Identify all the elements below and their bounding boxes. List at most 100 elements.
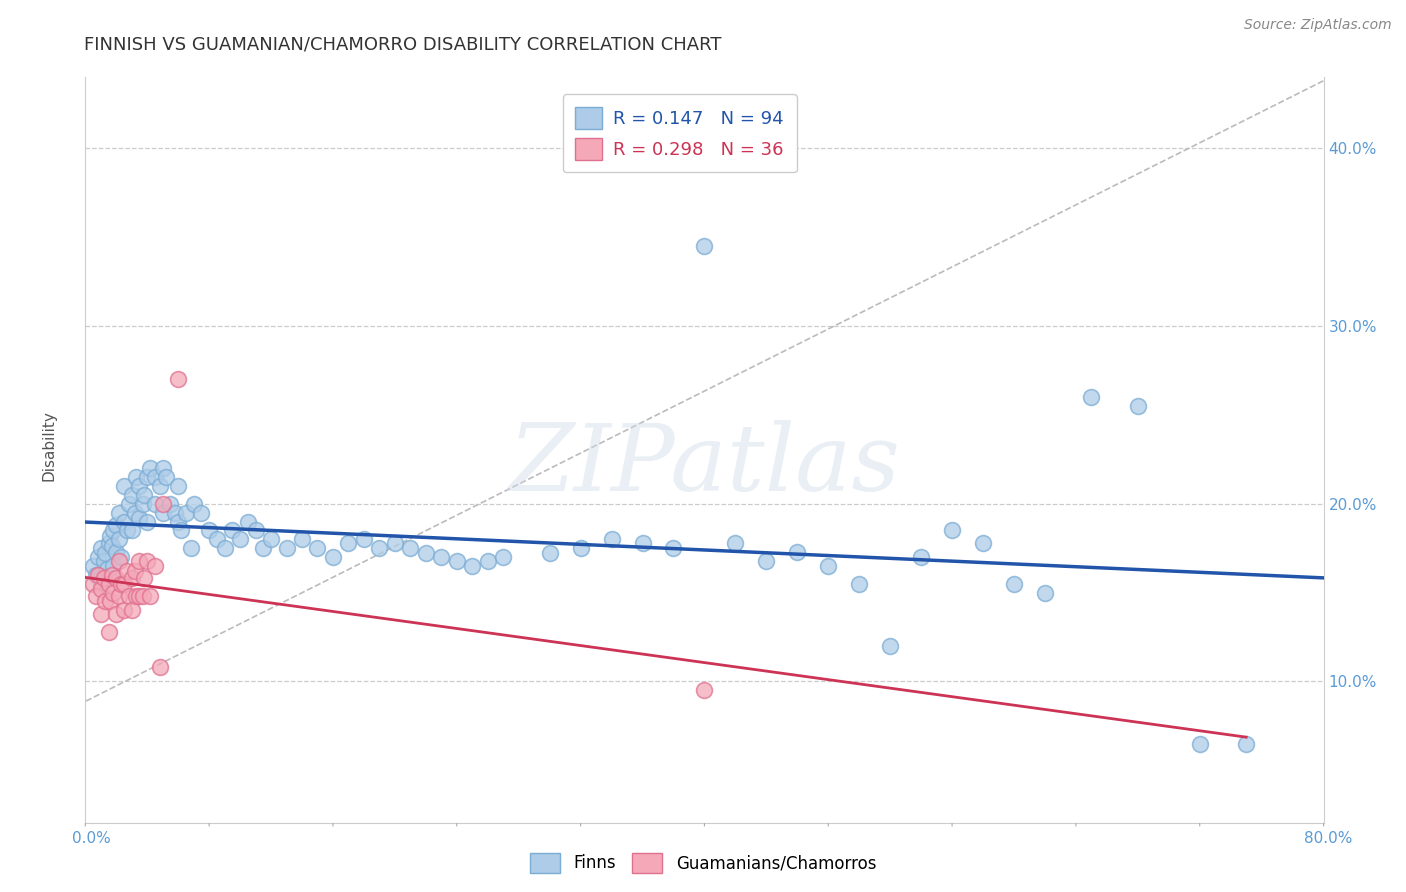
Point	[101, 585, 124, 599]
Point	[180, 541, 202, 556]
Point	[167, 515, 190, 529]
Point	[90, 576, 112, 591]
Point	[1033, 585, 1056, 599]
Text: ZIPatlas: ZIPatlas	[509, 420, 900, 510]
Point	[108, 553, 131, 567]
Legend: Finns, Guamanians/Chamorros: Finns, Guamanians/Chamorros	[523, 847, 883, 880]
Point	[941, 524, 963, 538]
Point	[1126, 399, 1149, 413]
Point	[190, 506, 212, 520]
Point	[143, 470, 166, 484]
Point	[159, 497, 181, 511]
Point	[90, 541, 112, 556]
Point	[229, 533, 252, 547]
Point	[1234, 737, 1257, 751]
Point	[152, 497, 174, 511]
Point	[82, 558, 104, 573]
Point	[124, 564, 146, 578]
Point	[368, 541, 391, 556]
Point	[415, 546, 437, 560]
Point	[112, 576, 135, 591]
Point	[205, 533, 228, 547]
Point	[322, 549, 344, 564]
Point	[152, 461, 174, 475]
Point	[136, 515, 159, 529]
Point	[121, 488, 143, 502]
Point	[879, 639, 901, 653]
Legend: R = 0.147   N = 94, R = 0.298   N = 36: R = 0.147 N = 94, R = 0.298 N = 36	[562, 94, 797, 172]
Point	[337, 536, 360, 550]
Point	[117, 589, 139, 603]
Point	[101, 524, 124, 538]
Point	[276, 541, 298, 556]
Point	[117, 497, 139, 511]
Point	[98, 529, 121, 543]
Point	[662, 541, 685, 556]
Point	[97, 624, 120, 639]
Point	[165, 506, 187, 520]
Point	[430, 549, 453, 564]
Point	[170, 524, 193, 538]
Point	[600, 533, 623, 547]
Point	[90, 607, 112, 621]
Point	[97, 571, 120, 585]
Point	[569, 541, 592, 556]
Point	[167, 372, 190, 386]
Point	[93, 553, 115, 567]
Point	[252, 541, 274, 556]
Point	[446, 553, 468, 567]
Point	[110, 576, 132, 591]
Point	[128, 553, 150, 567]
Point	[155, 470, 177, 484]
Point	[128, 479, 150, 493]
Point	[115, 564, 138, 578]
Point	[214, 541, 236, 556]
Point	[115, 524, 138, 538]
Point	[384, 536, 406, 550]
Point	[84, 589, 107, 603]
Point	[121, 603, 143, 617]
Point	[105, 518, 128, 533]
Point	[101, 558, 124, 573]
Point	[94, 594, 117, 608]
Point	[307, 541, 329, 556]
Point	[291, 533, 314, 547]
Point	[221, 524, 243, 538]
Point	[149, 479, 172, 493]
Point	[112, 515, 135, 529]
Point	[121, 524, 143, 538]
Point	[136, 470, 159, 484]
Point	[100, 567, 122, 582]
Point	[82, 576, 104, 591]
Point	[183, 497, 205, 511]
Point	[86, 567, 108, 582]
Point	[198, 524, 221, 538]
Point	[972, 536, 994, 550]
Point	[125, 589, 148, 603]
Text: 80.0%: 80.0%	[1305, 831, 1353, 846]
Point	[245, 524, 267, 538]
Point	[136, 553, 159, 567]
Point	[817, 558, 839, 573]
Text: Source: ZipAtlas.com: Source: ZipAtlas.com	[1244, 18, 1392, 32]
Point	[143, 497, 166, 511]
Point	[98, 594, 121, 608]
Point	[461, 558, 484, 573]
Point	[152, 506, 174, 520]
Point	[108, 533, 131, 547]
Point	[131, 589, 153, 603]
Point	[134, 488, 156, 502]
Point	[693, 683, 716, 698]
Point	[128, 511, 150, 525]
Point	[353, 533, 375, 547]
Point	[755, 553, 778, 567]
Point	[1188, 737, 1211, 751]
Point	[1002, 576, 1025, 591]
Point	[108, 589, 131, 603]
Point	[97, 536, 120, 550]
Point	[149, 660, 172, 674]
Point	[93, 571, 115, 585]
Point	[631, 536, 654, 550]
Point	[112, 479, 135, 493]
Point	[143, 558, 166, 573]
